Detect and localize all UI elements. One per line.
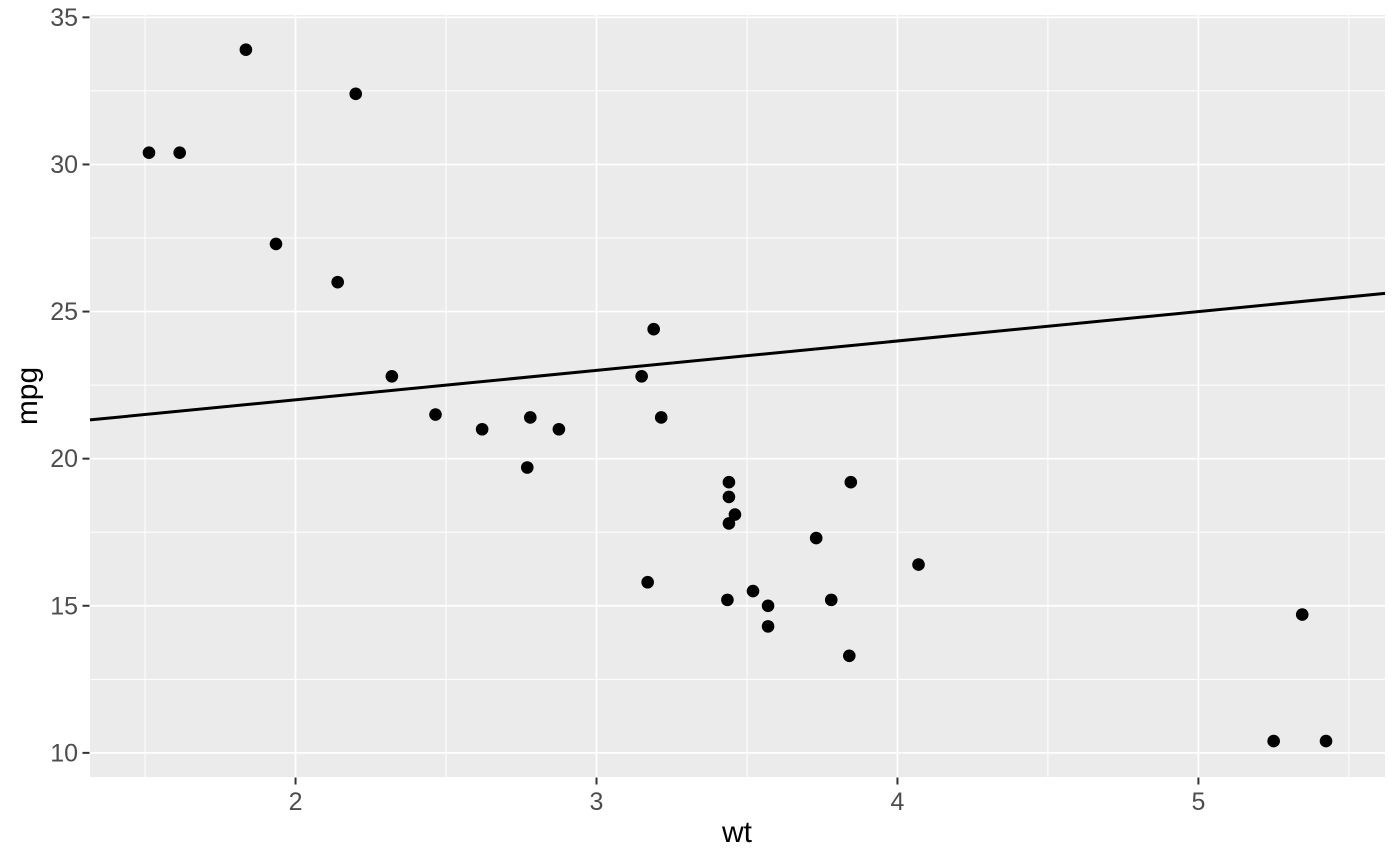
data-point (331, 275, 344, 289)
data-point (142, 146, 156, 159)
x-tick-label: 3 (590, 788, 604, 816)
data-point (843, 649, 856, 663)
data-point (912, 558, 925, 571)
data-point (761, 599, 775, 613)
data-point (1295, 608, 1309, 621)
data-point (722, 490, 736, 504)
ab-line (89, 291, 1386, 422)
data-point (523, 411, 537, 424)
data-point (728, 508, 742, 521)
data-point (552, 422, 566, 436)
data-point (721, 593, 734, 607)
x-tick-label: 5 (1191, 788, 1205, 816)
data-point (1319, 734, 1333, 748)
y-tick-label: 25 (50, 298, 78, 326)
data-point (385, 369, 399, 383)
y-tick-label: 15 (50, 592, 78, 620)
data-point (173, 146, 186, 159)
y-tick-label: 30 (50, 151, 78, 179)
data-point (722, 517, 736, 530)
data-point (641, 575, 654, 589)
data-point (269, 237, 283, 251)
data-point (654, 411, 668, 424)
y-tick-label: 10 (50, 739, 78, 767)
y-axis-title: mpg (11, 366, 44, 426)
y-tick-label: 35 (50, 4, 78, 32)
data-point (349, 87, 363, 101)
data-point (429, 408, 442, 421)
x-axis-title: wt (722, 816, 752, 849)
data-point (635, 369, 648, 383)
y-tick-label: 20 (50, 445, 78, 473)
data-point (520, 461, 534, 474)
data-point (475, 422, 489, 436)
panel-background (90, 15, 1385, 777)
data-point (1267, 734, 1280, 748)
data-point (746, 584, 760, 598)
x-tick-label: 4 (891, 788, 905, 816)
data-point (809, 531, 823, 545)
data-point (722, 475, 736, 489)
data-point (844, 475, 858, 489)
data-point (761, 620, 775, 633)
data-point (239, 43, 253, 57)
x-tick-label: 2 (289, 788, 303, 816)
data-point (647, 322, 660, 336)
data-point (824, 593, 838, 607)
